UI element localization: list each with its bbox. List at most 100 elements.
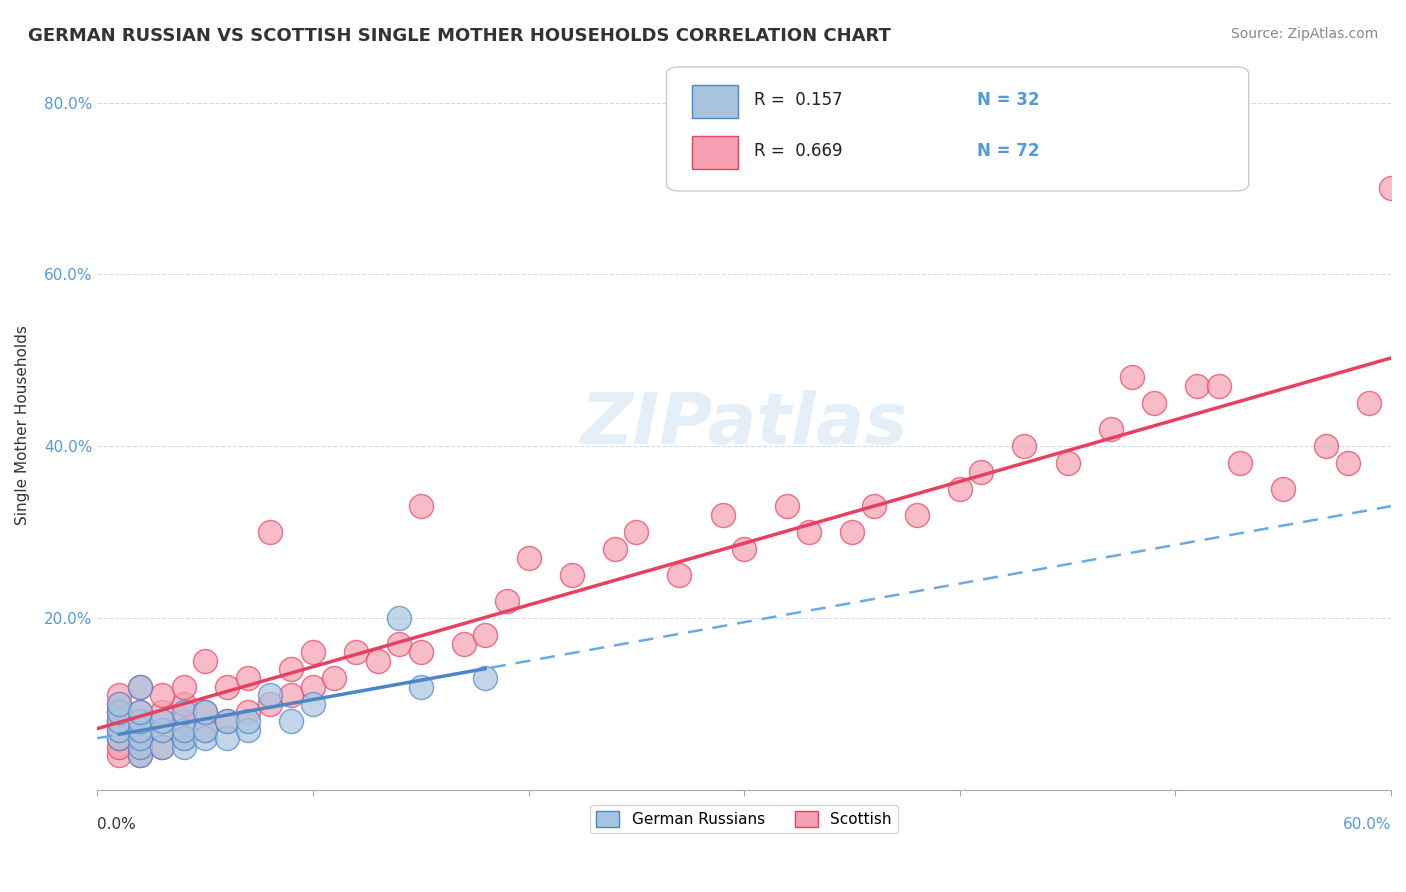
Point [150,706,173,720]
Point [108,723,131,737]
Point [108,688,131,702]
Text: N = 32: N = 32 [977,91,1039,109]
Point [453,637,475,651]
Point [1208,379,1230,393]
Point [108,731,131,745]
Point [905,508,928,522]
Point [1272,482,1295,496]
Point [129,748,152,763]
Point [129,680,152,694]
Point [280,688,302,702]
Point [108,714,131,728]
Point [129,680,152,694]
Point [323,671,346,685]
Point [150,723,173,737]
Point [194,654,217,668]
Point [108,706,131,720]
Point [108,739,131,754]
Point [259,524,281,539]
FancyBboxPatch shape [692,136,738,169]
Point [215,714,238,728]
Point [302,645,325,659]
Point [194,706,217,720]
Legend: German Russians, Scottish: German Russians, Scottish [591,805,898,833]
Point [129,723,152,737]
Point [603,542,626,557]
Point [173,731,195,745]
Point [561,568,583,582]
Point [194,723,217,737]
Point [970,465,993,479]
Point [150,688,173,702]
Point [173,697,195,711]
Point [344,645,367,659]
Point [108,697,131,711]
Point [173,723,195,737]
Point [129,714,152,728]
Point [150,714,173,728]
Point [238,714,260,728]
Point [841,524,863,539]
Point [711,508,734,522]
Point [108,697,131,711]
Text: ZIPatlas: ZIPatlas [581,390,908,459]
Point [626,524,648,539]
Point [238,671,260,685]
Point [108,723,131,737]
Point [129,723,152,737]
Point [474,628,496,642]
Point [949,482,972,496]
Point [108,706,131,720]
Text: N = 72: N = 72 [977,142,1039,160]
Point [173,706,195,720]
Text: Source: ZipAtlas.com: Source: ZipAtlas.com [1230,27,1378,41]
Point [1358,396,1381,410]
Point [108,748,131,763]
Point [194,731,217,745]
Point [129,739,152,754]
Point [517,550,540,565]
Point [409,499,432,513]
Point [215,731,238,745]
Point [129,731,152,745]
Point [150,739,173,754]
Point [150,723,173,737]
Point [1014,439,1036,453]
Point [862,499,884,513]
Point [1185,379,1208,393]
Point [776,499,799,513]
Point [259,688,281,702]
Point [668,568,690,582]
Point [388,611,411,625]
Point [1315,439,1337,453]
Point [1099,422,1122,436]
Point [129,706,152,720]
Point [259,697,281,711]
FancyBboxPatch shape [666,67,1249,191]
Point [733,542,755,557]
Point [280,662,302,676]
Point [129,714,152,728]
Point [215,680,238,694]
Point [1056,456,1078,470]
Point [496,593,519,607]
Text: R =  0.669: R = 0.669 [755,142,844,160]
Point [1143,396,1166,410]
Point [280,714,302,728]
Text: R =  0.157: R = 0.157 [755,91,844,109]
Point [108,731,131,745]
Point [238,706,260,720]
Point [194,706,217,720]
Point [797,524,820,539]
Point [388,637,411,651]
Point [129,748,152,763]
Point [302,680,325,694]
Point [409,680,432,694]
FancyBboxPatch shape [692,85,738,118]
Point [215,714,238,728]
Point [173,731,195,745]
Point [1121,370,1143,384]
Point [129,706,152,720]
Text: 60.0%: 60.0% [1343,817,1391,832]
Point [129,739,152,754]
